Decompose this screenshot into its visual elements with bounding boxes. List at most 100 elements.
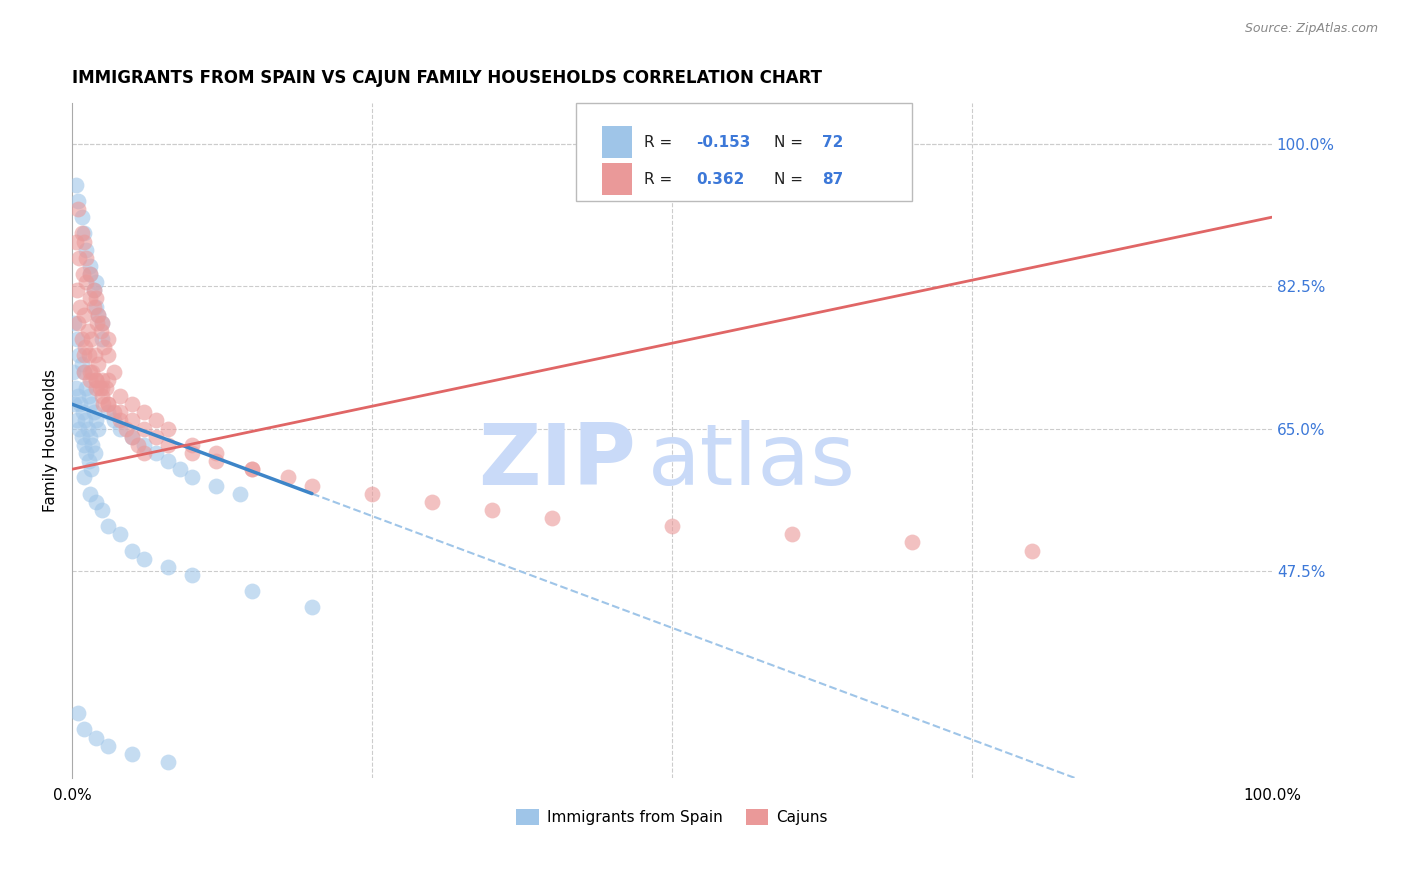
FancyBboxPatch shape bbox=[576, 103, 912, 202]
Text: 0.362: 0.362 bbox=[696, 172, 744, 186]
Point bbox=[205, 454, 228, 468]
Point bbox=[65, 235, 87, 249]
Point bbox=[91, 316, 114, 330]
Point bbox=[79, 365, 101, 379]
Point bbox=[108, 527, 131, 541]
Point bbox=[901, 535, 924, 549]
Point bbox=[83, 284, 105, 298]
Point bbox=[156, 559, 179, 574]
Point bbox=[91, 373, 114, 387]
Point bbox=[91, 316, 114, 330]
Text: atlas: atlas bbox=[648, 419, 856, 502]
Point bbox=[132, 438, 155, 452]
Text: R =: R = bbox=[644, 172, 678, 186]
Point bbox=[84, 373, 107, 387]
Point bbox=[73, 365, 96, 379]
Point bbox=[108, 413, 131, 427]
Point bbox=[121, 430, 143, 444]
Point bbox=[84, 381, 107, 395]
Point bbox=[72, 405, 94, 419]
Point bbox=[156, 755, 179, 769]
Point bbox=[63, 316, 86, 330]
Point bbox=[97, 332, 120, 346]
Point bbox=[541, 511, 564, 525]
Point bbox=[277, 470, 299, 484]
Point bbox=[73, 348, 96, 362]
Point bbox=[181, 470, 204, 484]
Point bbox=[73, 470, 96, 484]
Point bbox=[132, 405, 155, 419]
Point bbox=[87, 421, 110, 435]
Text: IMMIGRANTS FROM SPAIN VS CAJUN FAMILY HOUSEHOLDS CORRELATION CHART: IMMIGRANTS FROM SPAIN VS CAJUN FAMILY HO… bbox=[72, 69, 823, 87]
Text: 72: 72 bbox=[823, 135, 844, 150]
Point bbox=[121, 397, 143, 411]
Point bbox=[132, 421, 155, 435]
Point bbox=[75, 251, 97, 265]
Point bbox=[87, 357, 110, 371]
Point bbox=[66, 194, 89, 208]
Y-axis label: Family Households: Family Households bbox=[44, 369, 58, 512]
Point bbox=[76, 421, 98, 435]
Point bbox=[73, 723, 96, 737]
Point bbox=[72, 267, 94, 281]
Legend: Immigrants from Spain, Cajuns: Immigrants from Spain, Cajuns bbox=[510, 803, 834, 831]
Point bbox=[97, 739, 120, 753]
Point bbox=[108, 389, 131, 403]
Point bbox=[93, 340, 115, 354]
Point bbox=[661, 519, 683, 533]
Point bbox=[181, 438, 204, 452]
Point bbox=[205, 478, 228, 492]
Text: R =: R = bbox=[644, 135, 678, 150]
Point bbox=[121, 543, 143, 558]
Point bbox=[108, 421, 131, 435]
Point bbox=[79, 292, 101, 306]
Point bbox=[91, 332, 114, 346]
Point bbox=[301, 600, 323, 615]
Point bbox=[77, 454, 100, 468]
Text: N =: N = bbox=[773, 172, 808, 186]
Text: N =: N = bbox=[773, 135, 808, 150]
Point bbox=[73, 438, 96, 452]
Point bbox=[82, 438, 104, 452]
Bar bbox=[602, 126, 633, 159]
Point bbox=[240, 462, 263, 476]
Point bbox=[66, 316, 89, 330]
Point bbox=[145, 413, 167, 427]
Point bbox=[62, 365, 84, 379]
Point bbox=[91, 389, 114, 403]
Point bbox=[63, 397, 86, 411]
Point bbox=[97, 348, 120, 362]
Point bbox=[83, 300, 105, 314]
Point bbox=[240, 584, 263, 599]
Point bbox=[76, 324, 98, 338]
Point bbox=[83, 348, 105, 362]
Point bbox=[67, 421, 90, 435]
Text: -0.153: -0.153 bbox=[696, 135, 751, 150]
Point bbox=[127, 438, 149, 452]
Point bbox=[67, 348, 90, 362]
Point bbox=[70, 227, 93, 241]
Point bbox=[84, 275, 107, 289]
Point bbox=[145, 446, 167, 460]
Point bbox=[83, 284, 105, 298]
Point bbox=[84, 731, 107, 745]
Point bbox=[82, 365, 104, 379]
Point bbox=[780, 527, 803, 541]
Point bbox=[86, 316, 108, 330]
Point bbox=[80, 462, 103, 476]
Bar bbox=[602, 163, 633, 195]
Text: Source: ZipAtlas.com: Source: ZipAtlas.com bbox=[1244, 22, 1378, 36]
Point bbox=[121, 430, 143, 444]
Point bbox=[79, 259, 101, 273]
Point bbox=[67, 251, 90, 265]
Point bbox=[79, 430, 101, 444]
Text: 87: 87 bbox=[823, 172, 844, 186]
Point bbox=[97, 519, 120, 533]
Point bbox=[121, 413, 143, 427]
Point bbox=[65, 381, 87, 395]
Point bbox=[75, 413, 97, 427]
Point bbox=[1021, 543, 1043, 558]
Point bbox=[77, 348, 100, 362]
Point bbox=[75, 243, 97, 257]
Point bbox=[361, 486, 384, 500]
